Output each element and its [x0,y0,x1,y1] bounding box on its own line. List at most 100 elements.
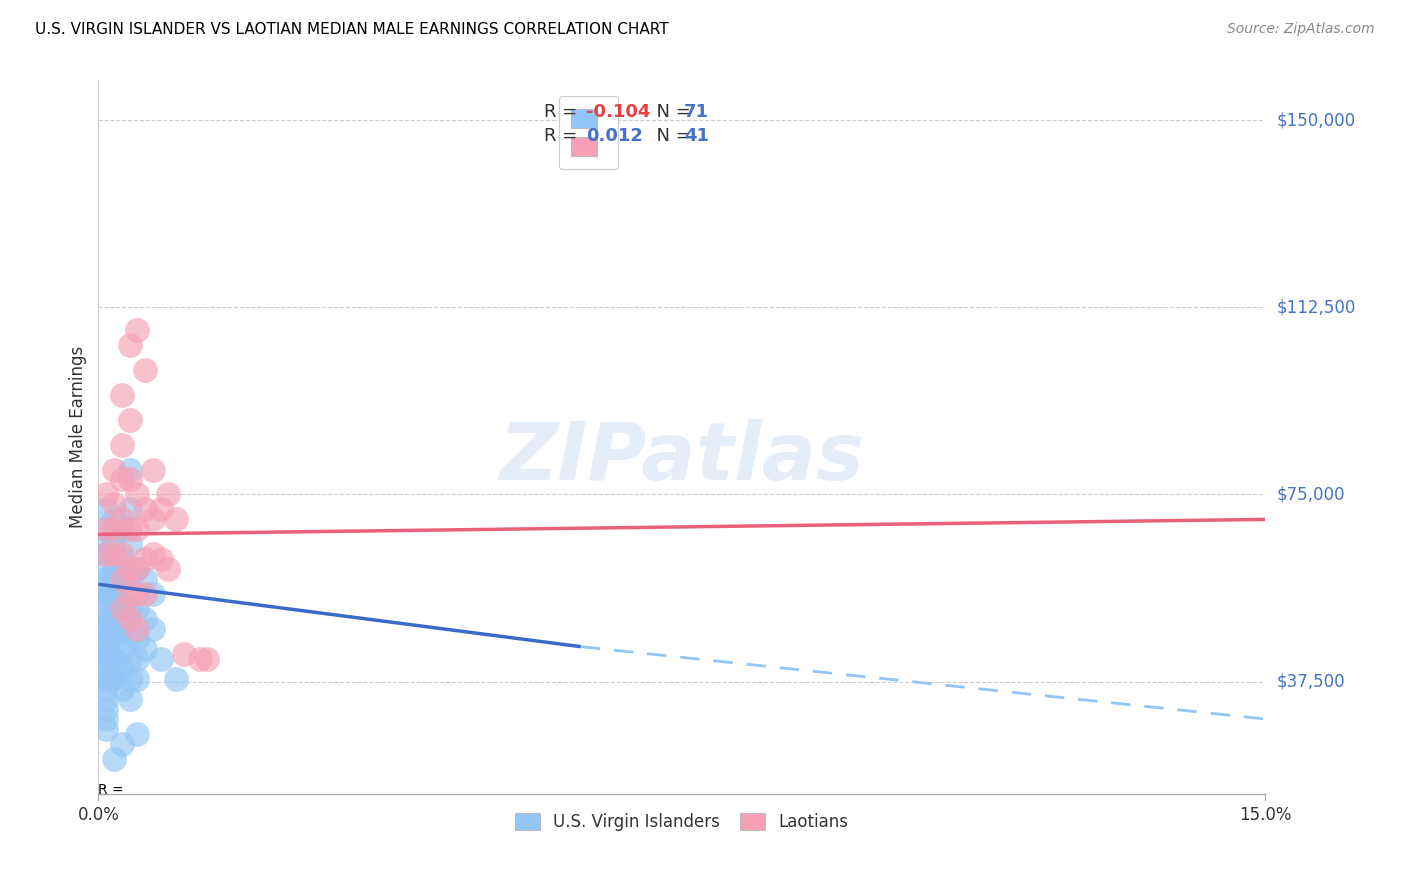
Text: $37,500: $37,500 [1277,673,1346,690]
Point [134,502,156,516]
Point [111,662,134,676]
Point [127,672,149,686]
Point [96,647,118,661]
Point [103,572,125,586]
Point [127,632,149,647]
Point [96,672,118,686]
Text: $150,000: $150,000 [1277,112,1357,129]
Point [96,522,118,536]
Point [111,522,134,536]
Point [118,627,141,641]
Point [111,737,134,751]
Point [165,512,187,526]
Point [118,522,141,536]
Point [111,572,134,586]
Point [96,682,118,697]
Point [173,647,195,661]
Point [111,547,134,561]
Point [118,462,141,476]
Point [127,562,149,576]
Point [96,487,118,501]
Point [118,338,141,352]
Point [134,587,156,601]
Point [118,672,141,686]
Point [188,652,211,666]
Point [118,587,141,601]
Point [165,672,187,686]
Point [96,652,118,666]
Point [118,602,141,616]
Point [134,612,156,626]
Point [98,612,121,626]
Point [103,587,125,601]
Text: R =: R = [544,127,582,145]
Point [142,622,165,636]
Text: N =: N = [644,103,696,121]
Point [96,722,118,736]
Point [96,692,118,706]
Point [149,502,172,516]
Point [118,572,141,586]
Point [98,632,121,647]
Point [111,437,134,451]
Text: R =: R = [98,783,128,797]
Point [103,462,125,476]
Point [111,512,134,526]
Point [127,602,149,616]
Point [103,662,125,676]
Text: U.S. VIRGIN ISLANDER VS LAOTIAN MEDIAN MALE EARNINGS CORRELATION CHART: U.S. VIRGIN ISLANDER VS LAOTIAN MEDIAN M… [35,22,669,37]
Point [111,572,134,586]
Point [111,602,134,616]
Point [103,652,125,666]
Point [127,622,149,636]
Point [103,622,125,636]
Point [134,642,156,657]
Text: ZIPatlas: ZIPatlas [499,419,865,498]
Point [157,562,180,576]
Point [96,572,118,586]
Point [149,652,172,666]
Point [96,602,118,616]
Point [111,587,134,601]
Point [103,637,125,651]
Point [96,637,118,651]
Point [96,547,118,561]
Point [118,562,141,576]
Point [111,473,134,487]
Point [96,562,118,576]
Point [103,562,125,576]
Point [96,627,118,641]
Point [111,552,134,566]
Text: N =: N = [644,127,696,145]
Point [103,602,125,616]
Point [103,522,125,536]
Text: R =: R = [544,103,582,121]
Point [103,672,125,686]
Point [134,552,156,566]
Point [96,522,118,536]
Point [134,362,156,376]
Point [111,642,134,657]
Y-axis label: Median Male Earnings: Median Male Earnings [69,346,87,528]
Text: 41: 41 [685,127,709,145]
Point [127,323,149,337]
Point [118,473,141,487]
Point [103,498,125,512]
Point [111,682,134,697]
Point [96,622,118,636]
Text: -0.104: -0.104 [586,103,651,121]
Point [127,727,149,741]
Point [98,587,121,601]
Point [96,537,118,551]
Point [142,512,165,526]
Point [118,412,141,426]
Point [118,652,141,666]
Point [118,502,141,516]
Point [96,592,118,607]
Point [103,547,125,561]
Point [142,587,165,601]
Point [142,462,165,476]
Point [103,537,125,551]
Point [127,652,149,666]
Point [195,652,218,666]
